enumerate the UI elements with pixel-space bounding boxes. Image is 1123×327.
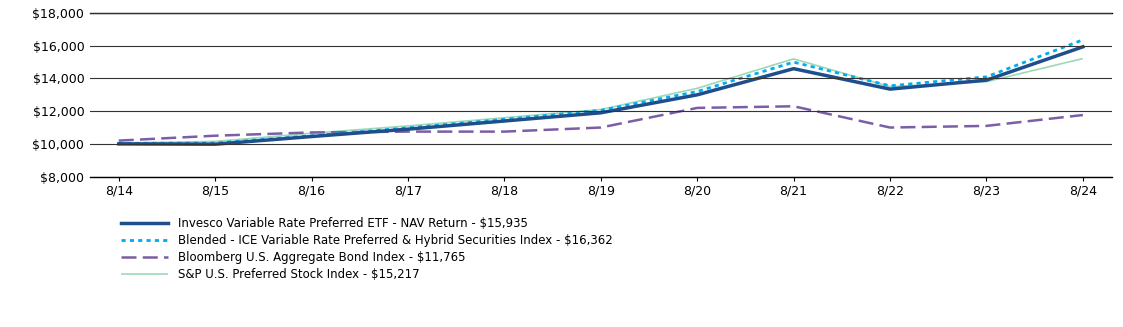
- Invesco Variable Rate Preferred ETF - NAV Return - $15,935: [787, 67, 801, 71]
- S&P U.S. Preferred Stock Index - $15,217: [787, 57, 801, 61]
- Line: Bloomberg U.S. Aggregate Bond Index - $11,765: Bloomberg U.S. Aggregate Bond Index - $1…: [119, 106, 1083, 141]
- S&P U.S. Preferred Stock Index - $15,217: [691, 86, 704, 90]
- Invesco Variable Rate Preferred ETF - NAV Return - $15,935: [1076, 45, 1089, 49]
- S&P U.S. Preferred Stock Index - $15,217: [209, 139, 222, 143]
- Blended - ICE Variable Rate Preferred & Hybrid Securities Index - $16,362: [1076, 38, 1089, 42]
- Blended - ICE Variable Rate Preferred & Hybrid Securities Index - $16,362: [112, 141, 126, 145]
- Bloomberg U.S. Aggregate Bond Index - $11,765: [594, 126, 608, 129]
- S&P U.S. Preferred Stock Index - $15,217: [497, 116, 511, 120]
- Blended - ICE Variable Rate Preferred & Hybrid Securities Index - $16,362: [209, 141, 222, 145]
- S&P U.S. Preferred Stock Index - $15,217: [884, 85, 897, 89]
- Blended - ICE Variable Rate Preferred & Hybrid Securities Index - $16,362: [884, 84, 897, 88]
- S&P U.S. Preferred Stock Index - $15,217: [112, 141, 126, 145]
- Line: Blended - ICE Variable Rate Preferred & Hybrid Securities Index - $16,362: Blended - ICE Variable Rate Preferred & …: [119, 40, 1083, 143]
- Blended - ICE Variable Rate Preferred & Hybrid Securities Index - $16,362: [401, 126, 414, 130]
- Line: S&P U.S. Preferred Stock Index - $15,217: S&P U.S. Preferred Stock Index - $15,217: [119, 59, 1083, 143]
- S&P U.S. Preferred Stock Index - $15,217: [594, 108, 608, 112]
- Bloomberg U.S. Aggregate Bond Index - $11,765: [979, 124, 993, 128]
- Bloomberg U.S. Aggregate Bond Index - $11,765: [497, 129, 511, 133]
- Bloomberg U.S. Aggregate Bond Index - $11,765: [304, 130, 318, 134]
- Invesco Variable Rate Preferred ETF - NAV Return - $15,935: [304, 135, 318, 139]
- Invesco Variable Rate Preferred ETF - NAV Return - $15,935: [979, 78, 993, 82]
- Invesco Variable Rate Preferred ETF - NAV Return - $15,935: [209, 142, 222, 146]
- Bloomberg U.S. Aggregate Bond Index - $11,765: [209, 134, 222, 138]
- Bloomberg U.S. Aggregate Bond Index - $11,765: [691, 106, 704, 110]
- Bloomberg U.S. Aggregate Bond Index - $11,765: [1076, 113, 1089, 117]
- Blended - ICE Variable Rate Preferred & Hybrid Securities Index - $16,362: [979, 75, 993, 79]
- Blended - ICE Variable Rate Preferred & Hybrid Securities Index - $16,362: [594, 108, 608, 112]
- S&P U.S. Preferred Stock Index - $15,217: [304, 131, 318, 135]
- S&P U.S. Preferred Stock Index - $15,217: [401, 124, 414, 128]
- Bloomberg U.S. Aggregate Bond Index - $11,765: [112, 139, 126, 143]
- S&P U.S. Preferred Stock Index - $15,217: [1076, 57, 1089, 60]
- Line: Invesco Variable Rate Preferred ETF - NAV Return - $15,935: Invesco Variable Rate Preferred ETF - NA…: [119, 47, 1083, 144]
- Invesco Variable Rate Preferred ETF - NAV Return - $15,935: [691, 93, 704, 97]
- S&P U.S. Preferred Stock Index - $15,217: [979, 80, 993, 84]
- Blended - ICE Variable Rate Preferred & Hybrid Securities Index - $16,362: [497, 117, 511, 121]
- Blended - ICE Variable Rate Preferred & Hybrid Securities Index - $16,362: [304, 134, 318, 138]
- Bloomberg U.S. Aggregate Bond Index - $11,765: [884, 126, 897, 129]
- Bloomberg U.S. Aggregate Bond Index - $11,765: [787, 104, 801, 108]
- Invesco Variable Rate Preferred ETF - NAV Return - $15,935: [884, 87, 897, 91]
- Invesco Variable Rate Preferred ETF - NAV Return - $15,935: [401, 127, 414, 131]
- Bloomberg U.S. Aggregate Bond Index - $11,765: [401, 129, 414, 133]
- Invesco Variable Rate Preferred ETF - NAV Return - $15,935: [112, 142, 126, 146]
- Blended - ICE Variable Rate Preferred & Hybrid Securities Index - $16,362: [691, 90, 704, 94]
- Blended - ICE Variable Rate Preferred & Hybrid Securities Index - $16,362: [787, 60, 801, 64]
- Invesco Variable Rate Preferred ETF - NAV Return - $15,935: [497, 119, 511, 123]
- Invesco Variable Rate Preferred ETF - NAV Return - $15,935: [594, 111, 608, 115]
- Legend: Invesco Variable Rate Preferred ETF - NAV Return - $15,935, Blended - ICE Variab: Invesco Variable Rate Preferred ETF - NA…: [116, 212, 617, 286]
